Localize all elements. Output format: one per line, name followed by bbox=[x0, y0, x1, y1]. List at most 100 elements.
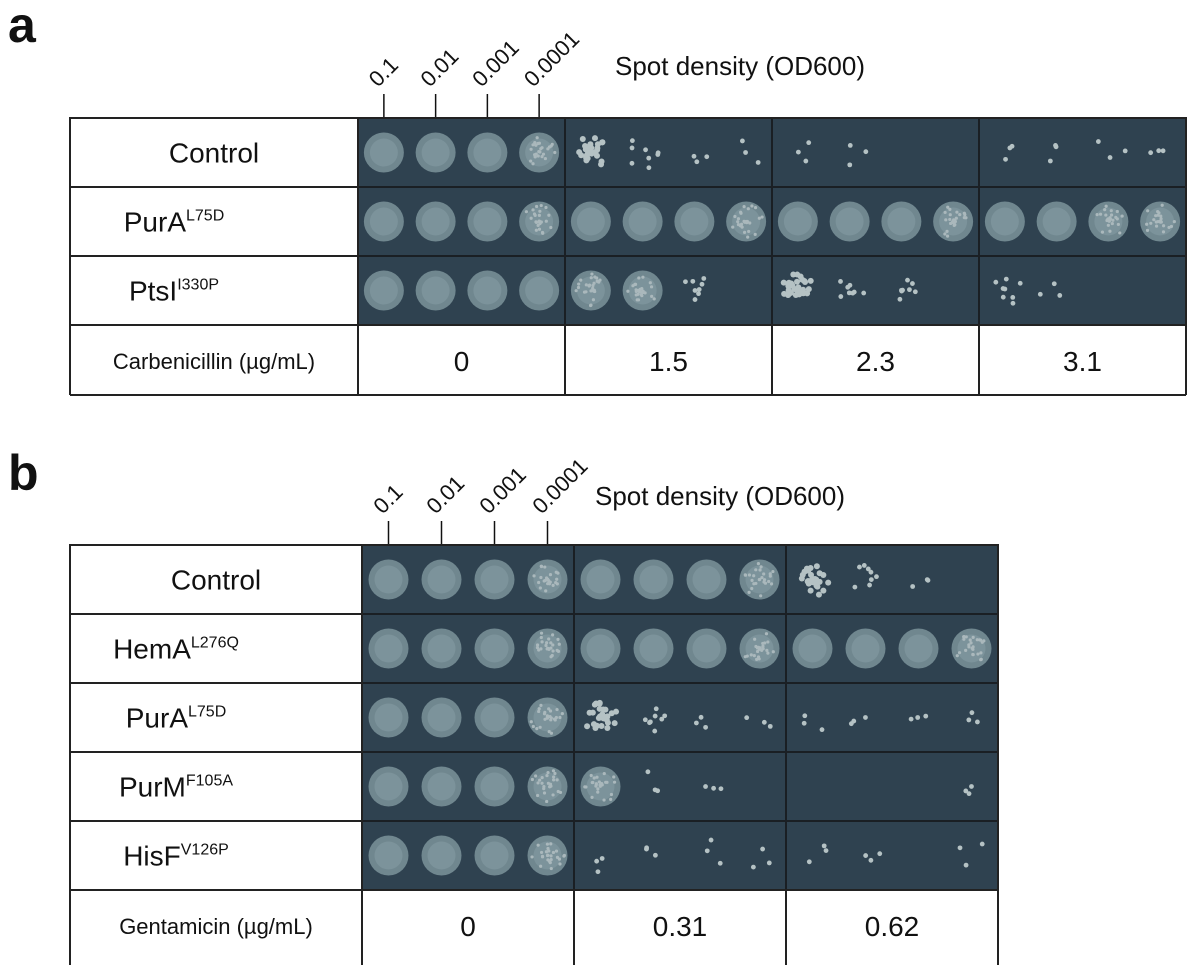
colony bbox=[704, 154, 709, 159]
speck bbox=[1145, 223, 1148, 226]
colony bbox=[812, 576, 818, 582]
speck bbox=[590, 272, 593, 275]
speck bbox=[591, 781, 594, 784]
speck bbox=[556, 778, 559, 781]
speck bbox=[1149, 222, 1152, 225]
speck bbox=[548, 730, 551, 733]
speck bbox=[650, 285, 653, 288]
colony bbox=[599, 139, 605, 145]
speck bbox=[747, 591, 750, 594]
speck bbox=[1117, 223, 1120, 226]
speck bbox=[590, 774, 593, 777]
speck bbox=[549, 718, 552, 721]
speck bbox=[766, 640, 769, 643]
speck bbox=[549, 573, 552, 576]
speck bbox=[546, 716, 549, 719]
colony bbox=[585, 155, 591, 161]
spot-center bbox=[577, 208, 605, 236]
spot-center bbox=[428, 773, 456, 801]
colony bbox=[630, 138, 635, 143]
speck bbox=[1162, 230, 1165, 233]
condition-value: 1.5 bbox=[649, 346, 688, 377]
speck bbox=[542, 785, 545, 788]
speck bbox=[540, 636, 543, 639]
speck bbox=[978, 638, 981, 641]
speck bbox=[547, 849, 550, 852]
colony bbox=[970, 710, 975, 715]
speck bbox=[771, 570, 774, 573]
speck bbox=[548, 582, 551, 585]
colony bbox=[863, 149, 868, 154]
speck bbox=[613, 781, 616, 784]
speck bbox=[1116, 210, 1119, 213]
dilution-label: 0.001 bbox=[474, 462, 531, 519]
speck bbox=[641, 276, 644, 279]
speck bbox=[551, 633, 554, 636]
condition-value: 3.1 bbox=[1063, 346, 1102, 377]
speck bbox=[963, 216, 966, 219]
spot-center bbox=[481, 842, 509, 870]
colony bbox=[613, 709, 619, 715]
colony bbox=[1003, 157, 1008, 162]
speck bbox=[1101, 231, 1104, 234]
speck bbox=[750, 204, 753, 207]
speck bbox=[531, 162, 534, 165]
speck bbox=[1156, 210, 1159, 213]
speck bbox=[946, 206, 949, 209]
colony bbox=[861, 291, 866, 296]
spot-center bbox=[784, 208, 812, 236]
speck bbox=[550, 858, 553, 861]
speck bbox=[944, 218, 947, 221]
colony bbox=[863, 853, 868, 858]
colony bbox=[869, 858, 874, 863]
speck bbox=[759, 565, 762, 568]
speck bbox=[596, 791, 599, 794]
colony bbox=[645, 769, 650, 774]
colony bbox=[643, 717, 648, 722]
condition-label: Carbenicillin (µg/mL) bbox=[113, 349, 315, 374]
speck bbox=[1099, 213, 1102, 216]
speck bbox=[549, 655, 552, 658]
speck bbox=[529, 159, 532, 162]
speck bbox=[538, 222, 541, 225]
speck bbox=[750, 587, 753, 590]
colony bbox=[630, 161, 635, 166]
colony bbox=[805, 578, 811, 584]
speck bbox=[640, 294, 643, 297]
spot-center bbox=[370, 208, 398, 236]
speck bbox=[748, 573, 751, 576]
speck bbox=[743, 221, 746, 224]
speck bbox=[1152, 218, 1155, 221]
speck bbox=[553, 772, 556, 775]
speck bbox=[1121, 214, 1124, 217]
speck bbox=[557, 790, 560, 793]
speck bbox=[534, 144, 537, 147]
axis-title: Spot density (OD600) bbox=[615, 51, 865, 81]
colony bbox=[967, 791, 972, 796]
colony bbox=[852, 585, 857, 590]
colony bbox=[592, 135, 598, 141]
speck bbox=[1111, 222, 1114, 225]
speck bbox=[762, 572, 765, 575]
speck bbox=[760, 215, 763, 218]
speck bbox=[541, 776, 544, 779]
speck bbox=[951, 220, 954, 223]
speck bbox=[538, 150, 541, 153]
speck bbox=[555, 849, 558, 852]
speck bbox=[971, 648, 974, 651]
speck bbox=[537, 710, 540, 713]
colony bbox=[1010, 144, 1015, 149]
speck bbox=[958, 213, 961, 216]
colony bbox=[1096, 139, 1101, 144]
colony bbox=[760, 847, 765, 852]
colony bbox=[653, 853, 658, 858]
dilution-label: 0.0001 bbox=[527, 453, 592, 518]
gene-name: Control bbox=[171, 565, 261, 596]
speck bbox=[1162, 224, 1165, 227]
dilution-label: 0.001 bbox=[467, 35, 524, 92]
speck bbox=[962, 638, 965, 641]
speck bbox=[603, 772, 606, 775]
speck bbox=[555, 578, 558, 581]
speck bbox=[558, 862, 561, 865]
colony bbox=[806, 140, 811, 145]
